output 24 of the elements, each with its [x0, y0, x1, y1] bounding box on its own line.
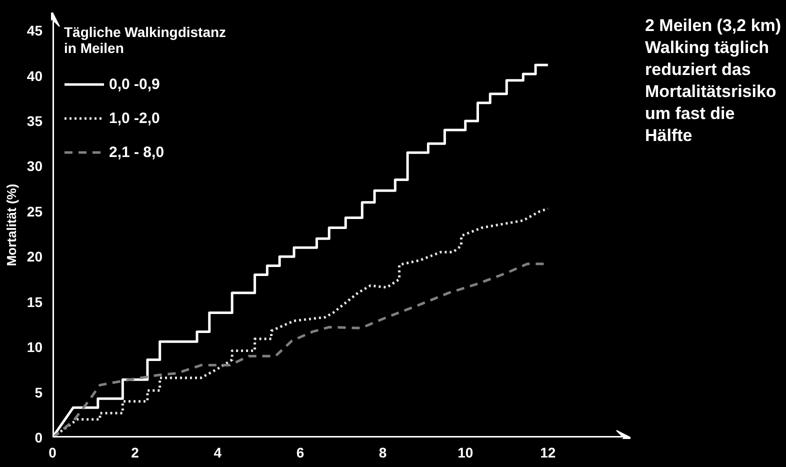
y-tick-label: 20: [26, 248, 43, 265]
y-tick-label: 10: [26, 339, 43, 356]
x-tick-label: 0: [48, 444, 57, 460]
x-tick-label: 4: [214, 444, 222, 460]
x-tick-label: 2: [131, 444, 140, 460]
x-tick-label: 6: [296, 444, 304, 460]
y-tick-label: 30: [26, 158, 43, 174]
y-tick-label: 5: [34, 384, 43, 400]
x-tick-label: 10: [458, 444, 474, 460]
y-tick-label: 25: [26, 203, 43, 220]
y-tick-label: 0: [34, 430, 43, 446]
legend-title: Tägliche Walkingdistanz in Meilen: [64, 24, 226, 56]
legend-label: 1,0 -2,0: [109, 110, 160, 126]
line-series: [52, 262, 546, 438]
legend-label: 2,1 - 8,0: [109, 144, 164, 160]
y-axis-title: Mortalität (%): [4, 184, 19, 266]
legend-label: 0,0 -0,9: [109, 76, 160, 92]
y-tick-label: 15: [26, 294, 43, 310]
x-tick-label: 8: [378, 444, 387, 460]
y-tick-label: 35: [26, 113, 43, 130]
y-tick-label: 45: [26, 22, 43, 39]
y-tick-label: 40: [26, 68, 43, 84]
text: 2 Meilen (3,2 km) Walking täglich reduziert das Mortalitätsrisiko um fast die Hälfte: [645, 15, 782, 148]
x-tick-label: 12: [540, 444, 556, 460]
